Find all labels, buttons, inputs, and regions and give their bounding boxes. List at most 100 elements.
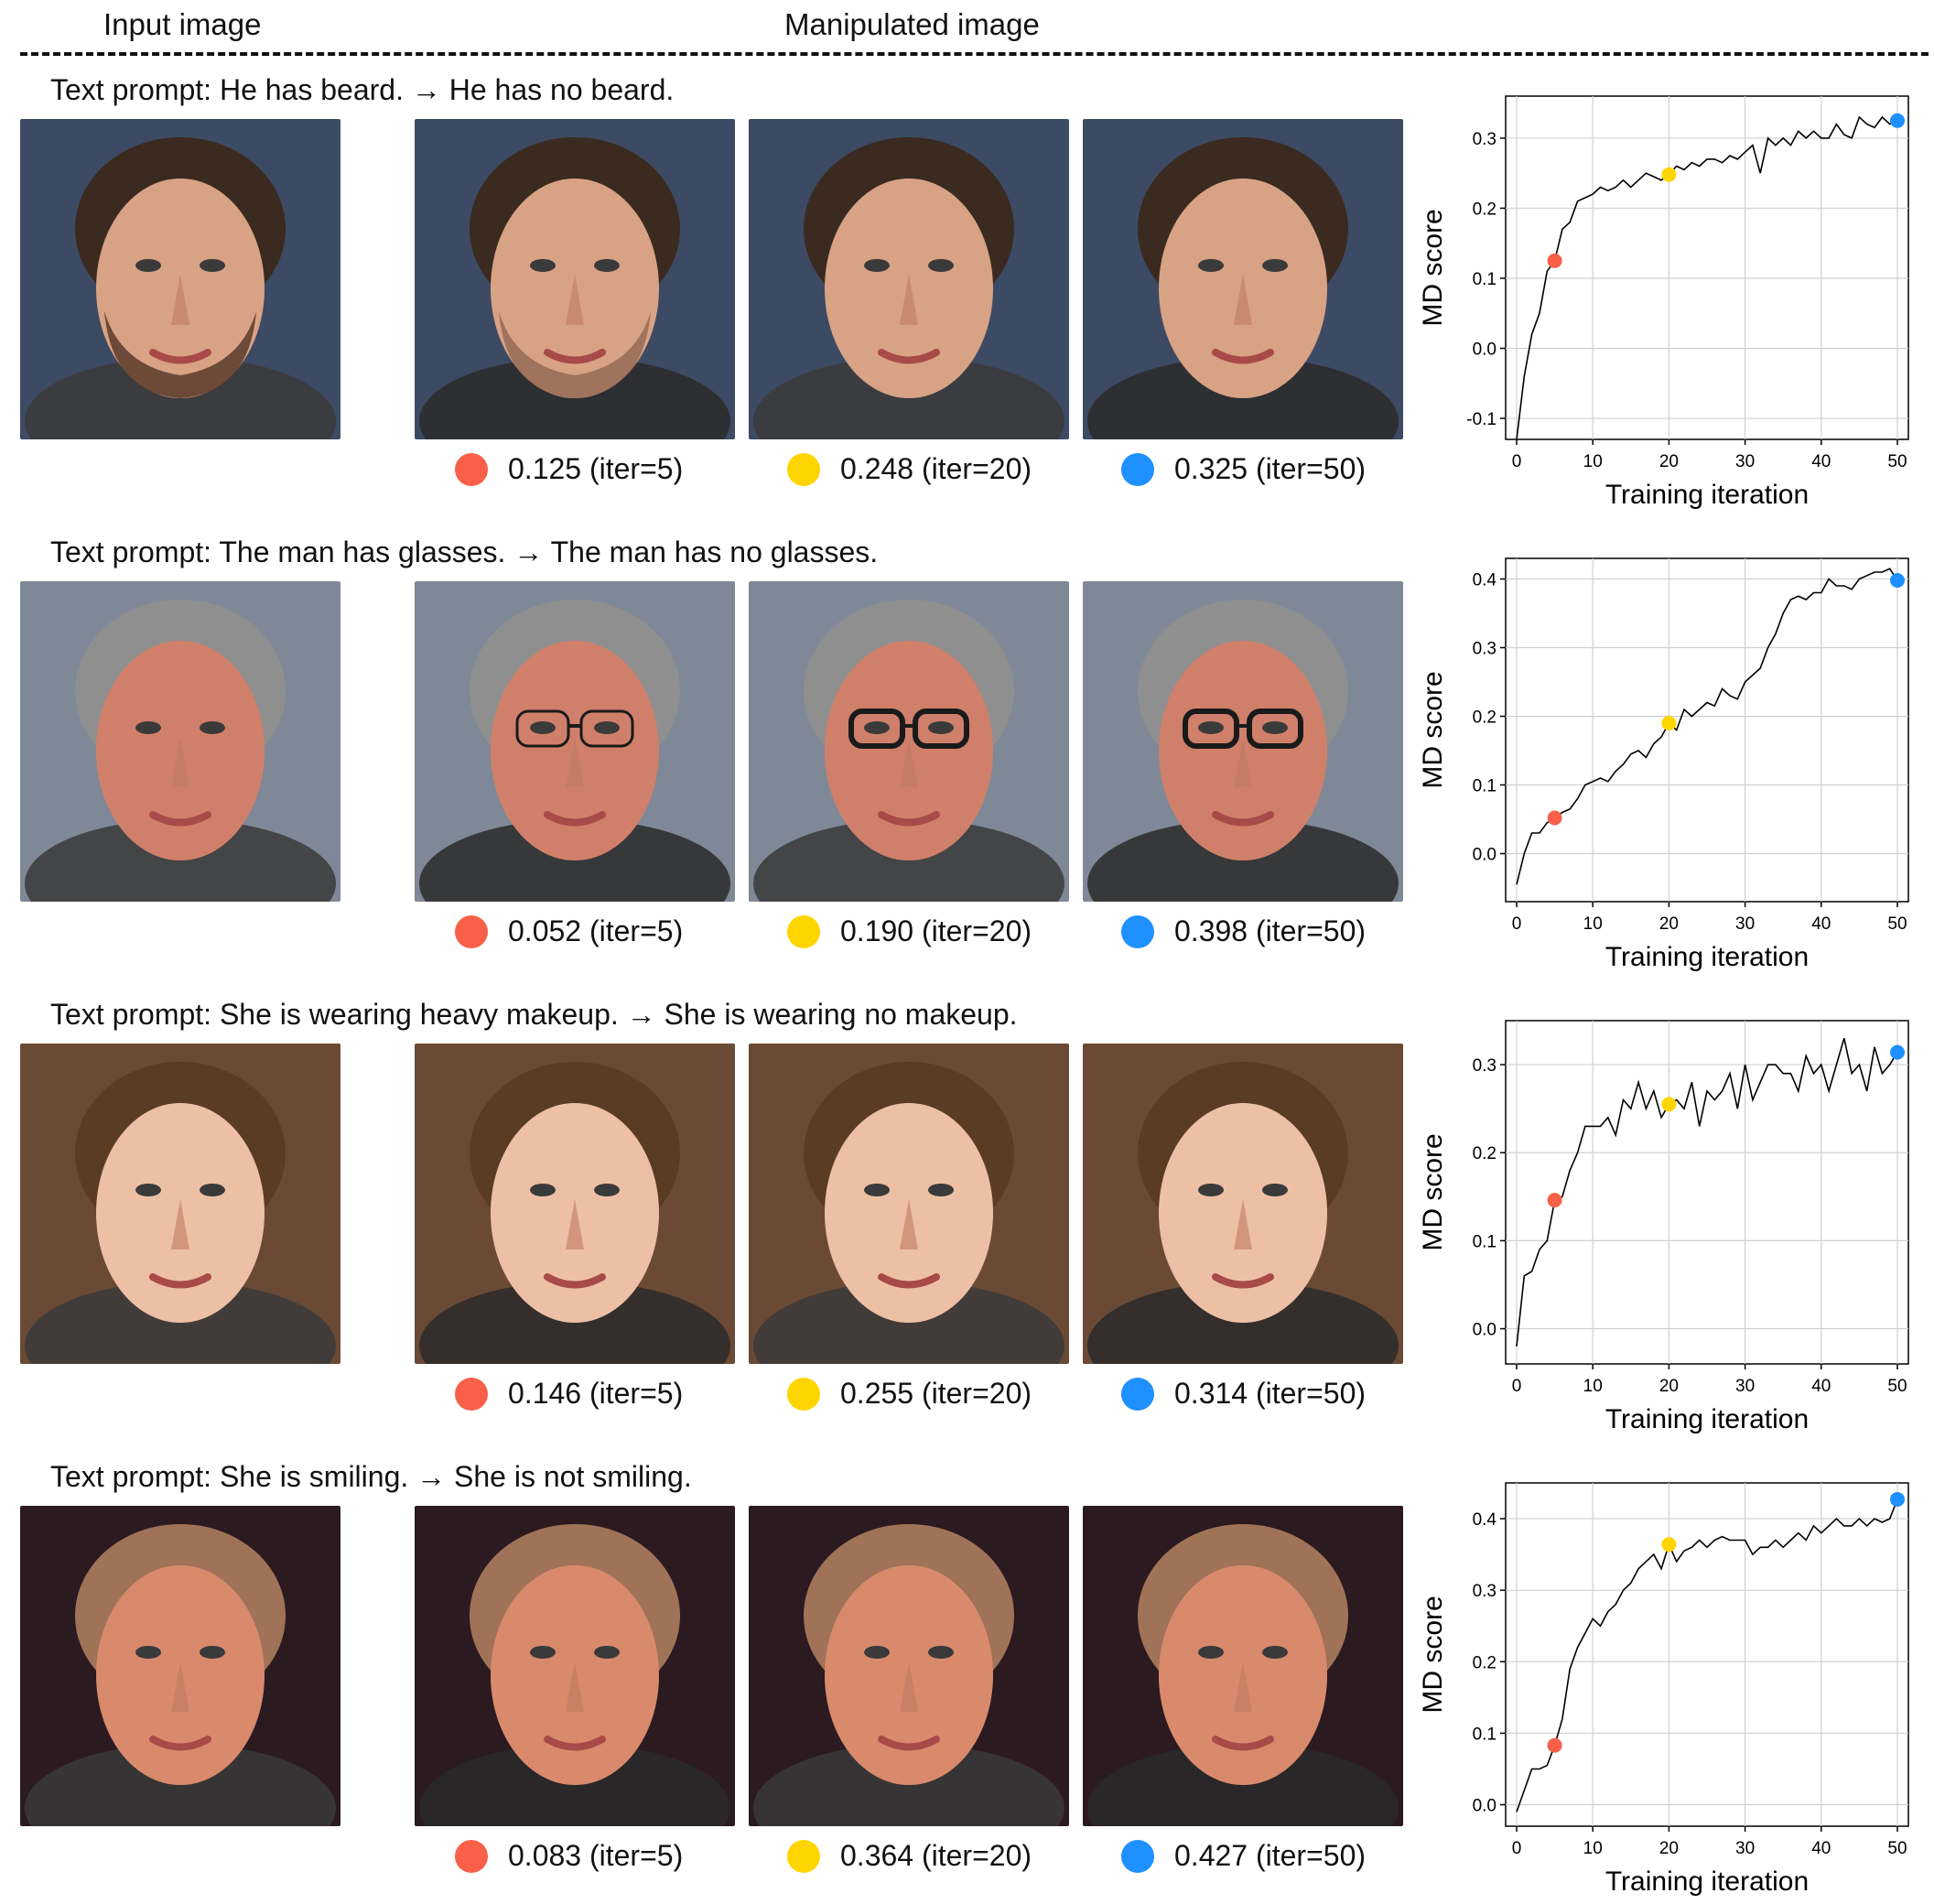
y-tick-label: 0.2 — [1473, 1653, 1496, 1672]
md-score-chart: 0 10 20 30 40 50 0.0 0.1 0.2 0.3 Training iteratio… — [1414, 1016, 1927, 1437]
iteration-point — [1661, 716, 1677, 730]
score-caption-text: 0.052 (iter=5) — [508, 914, 684, 947]
score-caption-text: 0.255 (iter=20) — [840, 1377, 1032, 1410]
manipulated-image-header: Manipulated image — [784, 7, 1040, 41]
x-tick-label: 10 — [1583, 1377, 1603, 1396]
manipulated-face-iter20 — [749, 119, 1069, 439]
x-tick-label: 40 — [1811, 914, 1831, 934]
iteration-point — [1890, 573, 1905, 588]
text-prompt: Text prompt: She is smiling. → She is no… — [50, 1460, 692, 1493]
score-caption-text: 0.325 (iter=50) — [1174, 452, 1367, 485]
iteration-point — [1547, 810, 1562, 826]
score-caption: 0.125 (iter=5) — [455, 452, 683, 486]
x-tick-label: 0 — [1512, 452, 1522, 471]
score-caption: 0.314 (iter=50) — [1121, 1377, 1366, 1411]
x-tick-label: 20 — [1659, 914, 1679, 934]
score-caption-text: 0.146 (iter=5) — [508, 1377, 684, 1410]
x-tick-label: 40 — [1811, 1839, 1831, 1858]
x-tick-label: 0 — [1512, 1377, 1522, 1396]
iteration-marker-icon — [787, 914, 820, 948]
score-caption-text: 0.248 (iter=20) — [840, 452, 1032, 485]
chart-svg: 0 10 20 30 40 50 -0.1 0.0 0.1 0.2 0.3 Training iter… — [1418, 95, 1909, 510]
y-tick-label: 0.1 — [1473, 777, 1496, 796]
iteration-marker-icon — [787, 1839, 820, 1873]
md-score-line — [1516, 115, 1898, 440]
y-tick-label: 0.0 — [1473, 1321, 1496, 1340]
x-tick-label: 40 — [1811, 1377, 1831, 1396]
input-face-smiling-woman — [20, 1506, 340, 1826]
score-caption: 0.190 (iter=20) — [787, 914, 1032, 948]
md-score-line — [1516, 568, 1898, 885]
score-caption-text: 0.190 (iter=20) — [840, 914, 1032, 947]
x-tick-label: 40 — [1811, 452, 1831, 471]
y-tick-label: 0.3 — [1473, 130, 1496, 149]
iteration-marker-icon — [1121, 914, 1154, 948]
text-prompt: Text prompt: He has beard. → He has no b… — [50, 73, 675, 106]
score-caption: 0.427 (iter=50) — [1121, 1839, 1366, 1873]
iteration-point — [1890, 1044, 1905, 1060]
md-score-line — [1516, 1498, 1898, 1812]
y-tick-label: 0.2 — [1473, 709, 1496, 728]
x-tick-label: 20 — [1659, 1839, 1679, 1858]
y-tick-label: 0.0 — [1473, 1797, 1496, 1816]
md-score-chart: 0 10 20 30 40 50 0.0 0.1 0.2 0.3 0.4 Training itera… — [1414, 1478, 1927, 1899]
score-caption: 0.364 (iter=20) — [787, 1839, 1032, 1873]
score-caption: 0.325 (iter=50) — [1121, 452, 1366, 486]
iteration-marker-icon — [455, 452, 488, 486]
score-caption-text: 0.125 (iter=5) — [508, 452, 684, 485]
y-tick-label: 0.1 — [1473, 1725, 1496, 1744]
input-face-older-man — [20, 581, 340, 902]
manipulated-face-iter50 — [1083, 1044, 1403, 1364]
iteration-marker-icon — [787, 452, 820, 486]
text-prompt: Text prompt: She is wearing heavy makeup… — [50, 998, 1018, 1031]
y-axis-label: MD score — [1418, 1596, 1448, 1713]
x-axis-label: Training iteration — [1605, 480, 1809, 510]
iteration-marker-icon — [787, 1377, 820, 1411]
score-caption-text: 0.427 (iter=50) — [1174, 1839, 1367, 1872]
plot-frame — [1505, 557, 1909, 903]
x-tick-label: 0 — [1512, 914, 1522, 934]
y-tick-label: 0.0 — [1473, 846, 1496, 865]
manipulated-face-iter5 — [415, 119, 735, 439]
md-score-chart: 0 10 20 30 40 50 -0.1 0.0 0.1 0.2 0.3 Training iter… — [1414, 92, 1927, 513]
x-tick-label: 0 — [1512, 1839, 1522, 1858]
iteration-marker-icon — [1121, 1377, 1154, 1411]
y-tick-label: 0.3 — [1473, 1582, 1496, 1601]
y-axis-label: MD score — [1418, 209, 1448, 326]
manipulated-face-iter5 — [415, 1044, 735, 1364]
manipulated-face-iter5 — [415, 581, 735, 902]
iteration-point — [1547, 253, 1562, 268]
score-caption: 0.052 (iter=5) — [455, 914, 683, 948]
header-divider — [20, 52, 1929, 56]
x-axis-label: Training iteration — [1605, 1404, 1809, 1434]
text-prompt: Text prompt: The man has glasses. → The … — [50, 536, 879, 568]
iteration-point — [1547, 1193, 1562, 1208]
input-face-young-woman — [20, 1044, 340, 1364]
manipulated-face-iter50 — [1083, 1506, 1403, 1826]
x-tick-label: 30 — [1735, 452, 1755, 471]
score-caption: 0.398 (iter=50) — [1121, 914, 1366, 948]
y-tick-label: -0.1 — [1466, 410, 1496, 429]
x-axis-label: Training iteration — [1605, 1866, 1809, 1897]
y-tick-label: 0.2 — [1473, 200, 1496, 219]
y-tick-label: 0.1 — [1473, 270, 1496, 289]
md-score-chart: 0 10 20 30 40 50 0.0 0.1 0.2 0.3 0.4 Training itera… — [1414, 554, 1927, 975]
input-face-bearded-man — [20, 119, 340, 439]
y-axis-label: MD score — [1418, 671, 1448, 788]
x-tick-label: 30 — [1735, 914, 1755, 934]
manipulated-face-iter20 — [749, 1044, 1069, 1364]
y-axis-label: MD score — [1418, 1133, 1448, 1250]
iteration-point — [1890, 113, 1905, 128]
iteration-point — [1661, 1097, 1677, 1112]
plot-frame — [1505, 1020, 1909, 1365]
score-caption-text: 0.314 (iter=50) — [1174, 1377, 1367, 1410]
score-caption-text: 0.083 (iter=5) — [508, 1839, 684, 1872]
x-tick-label: 30 — [1735, 1839, 1755, 1858]
manipulated-face-iter20 — [749, 1506, 1069, 1826]
x-tick-label: 10 — [1583, 1839, 1603, 1858]
y-tick-label: 0.4 — [1473, 1510, 1497, 1530]
manipulated-face-iter5 — [415, 1506, 735, 1826]
manipulated-face-iter50 — [1083, 581, 1403, 902]
y-tick-label: 0.2 — [1473, 1144, 1496, 1163]
x-tick-label: 50 — [1887, 1377, 1907, 1396]
